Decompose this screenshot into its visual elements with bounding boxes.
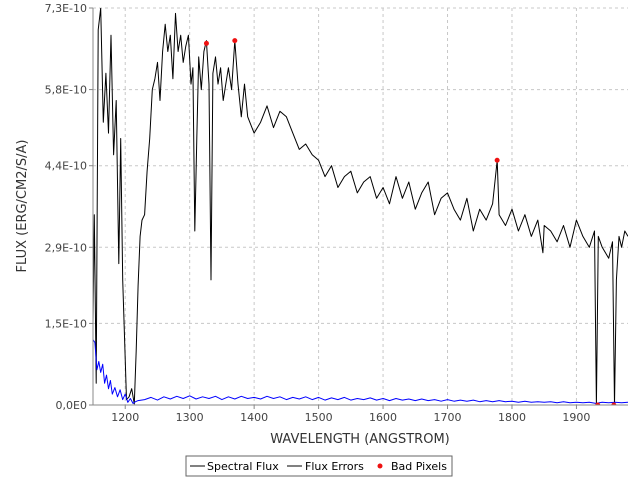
y-tick-label: 2,9E-10 xyxy=(45,241,87,254)
x-axis-title: WAVELENGTH (ANGSTROM) xyxy=(270,432,449,447)
legend-spectral-flux-label: Spectral Flux xyxy=(207,460,279,473)
x-tick-label: 1400 xyxy=(240,411,268,424)
legend-flux-errors-label: Flux Errors xyxy=(305,460,364,473)
axes xyxy=(92,8,628,406)
legend-box xyxy=(185,455,453,477)
series-layer xyxy=(93,8,628,405)
y-tick-label: 0,0E0 xyxy=(56,399,87,412)
bad-pixel-point xyxy=(203,40,209,46)
bad-pixel-point xyxy=(611,402,617,405)
legend: Spectral Flux Flux Errors Bad Pixels xyxy=(185,455,453,477)
x-tick-label: 1200 xyxy=(111,411,139,424)
y-axis-title: FLUX (ERG/CM2/S/A) xyxy=(15,140,30,273)
y-tick-label: 1,5E-10 xyxy=(45,317,87,330)
bad-pixel-point xyxy=(232,38,238,44)
spectral-flux-line xyxy=(93,8,628,405)
y-tick-label: 7,3E-10 xyxy=(45,2,87,15)
y-tick-label: 5,8E-10 xyxy=(45,84,87,97)
x-tick-label: 1500 xyxy=(305,411,333,424)
x-tick-label: 1300 xyxy=(176,411,204,424)
x-tick-label: 1700 xyxy=(434,411,462,424)
ticks: 1200 1300 1400 1500 1600 1700 1800 1900 0,0E0 1,5… xyxy=(45,2,591,424)
x-tick-label: 1800 xyxy=(498,411,526,424)
x-tick-label: 1900 xyxy=(562,411,590,424)
legend-bad-pixels-swatch xyxy=(377,463,383,469)
y-tick-label: 4,4E-10 xyxy=(45,160,87,173)
bad-pixel-point xyxy=(595,402,601,405)
bad-pixel-point xyxy=(494,157,500,163)
plot-background xyxy=(93,8,628,405)
x-tick-label: 1600 xyxy=(369,411,397,424)
legend-bad-pixels-label: Bad Pixels xyxy=(391,460,447,473)
flux-errors-line xyxy=(93,339,628,404)
